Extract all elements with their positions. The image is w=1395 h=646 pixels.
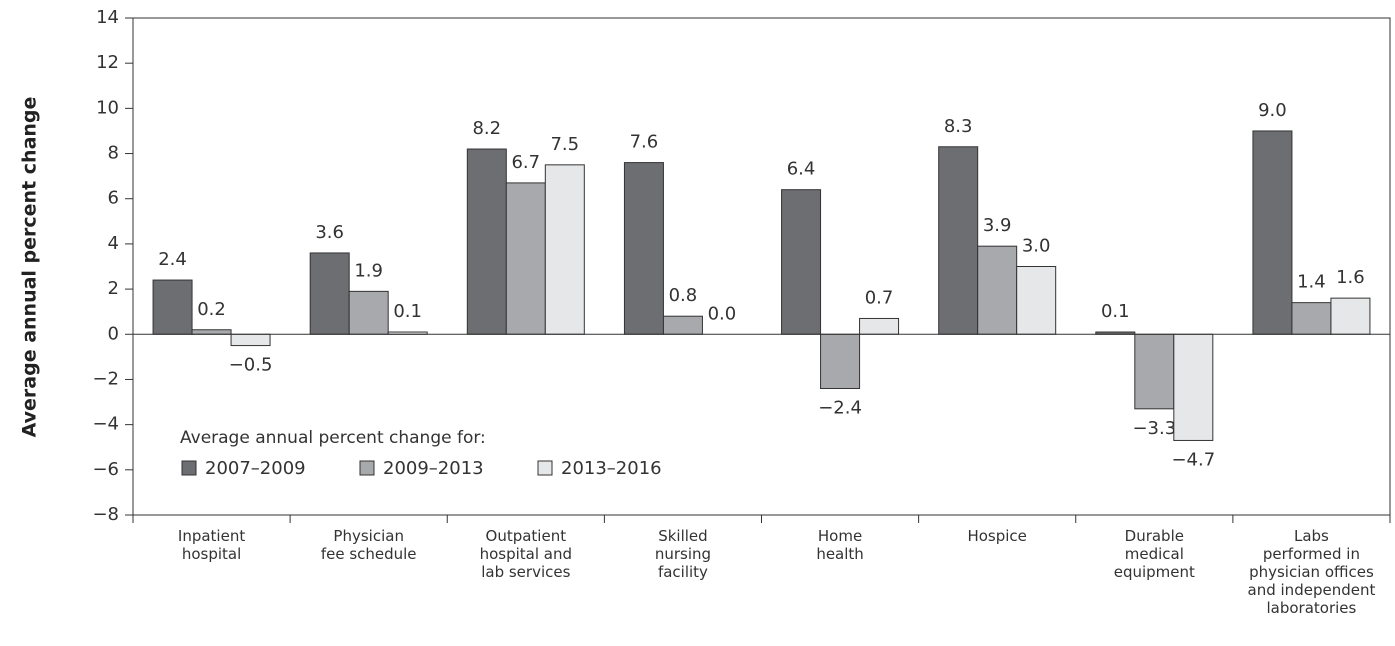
value-label: 0.8 <box>669 285 698 306</box>
bar <box>1252 130 1293 335</box>
legend-swatch <box>537 460 553 476</box>
value-label: 3.6 <box>315 222 344 243</box>
bar <box>938 146 979 335</box>
x-tick-label: Outpatient hospital and lab services <box>479 527 573 581</box>
y-tick-label: −6 <box>92 459 119 480</box>
value-label: 0.0 <box>708 303 737 324</box>
value-label: 0.2 <box>197 299 226 320</box>
value-label: −3.3 <box>1132 418 1176 439</box>
bar <box>859 317 900 335</box>
value-label: 1.6 <box>1336 267 1365 288</box>
value-label: 0.1 <box>1101 301 1130 322</box>
y-tick-label: −2 <box>92 368 119 389</box>
y-axis-label: Average annual percent change <box>19 97 41 438</box>
y-tick-label: 8 <box>108 143 119 164</box>
value-label: 6.4 <box>787 159 816 180</box>
value-label: 3.0 <box>1022 236 1051 257</box>
bar <box>466 148 507 335</box>
value-label: 7.6 <box>630 132 659 153</box>
bar <box>820 333 861 389</box>
value-label: −0.5 <box>229 355 273 376</box>
legend-swatch <box>181 460 197 476</box>
bar <box>191 329 232 335</box>
legend-label: 2013–2016 <box>561 458 662 479</box>
value-label: 8.3 <box>944 116 973 137</box>
y-tick-label: 0 <box>108 323 119 344</box>
value-label: 2.4 <box>158 249 187 270</box>
x-tick-label: Durable medical equipment <box>1113 527 1195 581</box>
value-label: −4.7 <box>1171 449 1215 470</box>
bar <box>505 182 546 335</box>
x-tick-label: Skilled nursing facility <box>654 527 712 581</box>
bar <box>623 162 664 335</box>
y-tick-label: 10 <box>96 97 119 118</box>
x-tick-label: Home health <box>816 527 864 563</box>
bar <box>544 164 585 335</box>
value-label: 6.7 <box>511 152 540 173</box>
value-label: 0.7 <box>865 287 894 308</box>
legend-title: Average annual percent change for: <box>180 428 486 448</box>
bar <box>230 333 271 347</box>
value-label: 1.4 <box>1297 272 1326 293</box>
x-tick-label: Labs performed in physician offices and … <box>1247 527 1376 617</box>
bar <box>1016 266 1057 335</box>
legend-swatch <box>359 460 375 476</box>
y-tick-label: 4 <box>108 233 119 254</box>
value-label: 1.9 <box>354 260 383 281</box>
legend-label: 2009–2013 <box>383 458 484 479</box>
value-label: 9.0 <box>1258 100 1287 121</box>
x-tick-label: Physician fee schedule <box>320 527 417 563</box>
bar <box>1134 333 1175 410</box>
y-tick-label: 2 <box>108 278 119 299</box>
bar <box>662 315 703 335</box>
value-label: 0.1 <box>393 301 422 322</box>
value-label: −2.4 <box>818 397 862 418</box>
value-label: 3.9 <box>983 215 1012 236</box>
x-tick-label: Hospice <box>967 527 1027 545</box>
y-tick-label: 6 <box>108 188 119 209</box>
x-tick-label: Inpatient hospital <box>177 527 246 563</box>
bar <box>152 279 193 335</box>
y-tick-label: 14 <box>96 7 119 28</box>
bar <box>781 189 822 335</box>
bar <box>1330 297 1371 335</box>
y-tick-label: −8 <box>92 504 119 525</box>
bar <box>1291 302 1332 335</box>
bar <box>348 290 389 335</box>
legend-label: 2007–2009 <box>205 458 306 479</box>
y-tick-label: 12 <box>96 52 119 73</box>
bar <box>977 245 1018 335</box>
y-tick-label: −4 <box>92 414 119 435</box>
value-label: 7.5 <box>550 134 579 155</box>
bar <box>1173 333 1214 441</box>
value-label: 8.2 <box>472 118 501 139</box>
bar <box>309 252 350 335</box>
